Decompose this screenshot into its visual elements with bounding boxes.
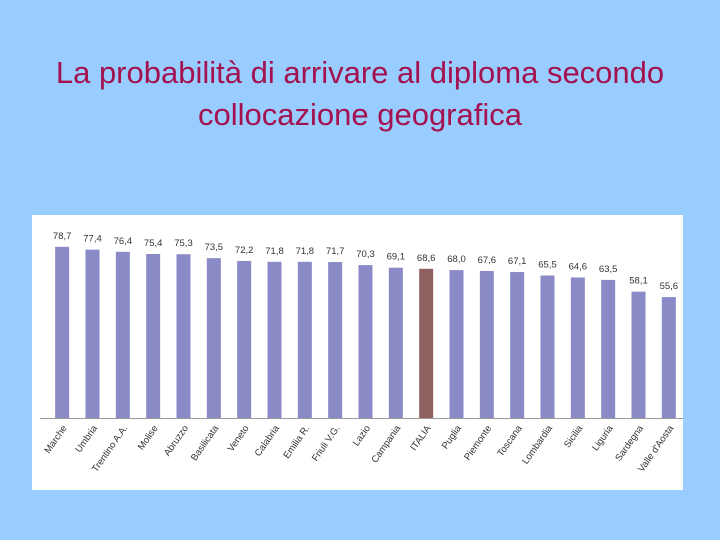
value-label: 71,8 bbox=[265, 246, 284, 257]
value-label: 71,8 bbox=[296, 246, 315, 257]
bar bbox=[358, 265, 373, 418]
value-label: 67,6 bbox=[478, 255, 497, 266]
value-label: 78,7 bbox=[53, 231, 72, 242]
value-label: 75,3 bbox=[174, 238, 193, 249]
bar bbox=[540, 275, 555, 418]
bar bbox=[237, 260, 252, 418]
value-label: 75,4 bbox=[144, 238, 163, 249]
bar bbox=[297, 261, 312, 418]
value-label: 71,7 bbox=[326, 246, 345, 257]
value-label: 63,5 bbox=[599, 264, 618, 275]
bar bbox=[601, 279, 616, 418]
value-label: 64,6 bbox=[569, 261, 588, 272]
bar bbox=[176, 254, 191, 418]
value-label: 68,6 bbox=[417, 253, 436, 264]
bar bbox=[388, 267, 403, 418]
bar bbox=[206, 258, 221, 418]
bar bbox=[661, 297, 676, 418]
value-label: 67,1 bbox=[508, 256, 527, 267]
value-label: 72,2 bbox=[235, 245, 254, 256]
value-label: 73,5 bbox=[205, 242, 224, 253]
bar bbox=[328, 262, 343, 418]
bar bbox=[449, 270, 464, 418]
bar bbox=[419, 268, 434, 418]
value-label: 58,1 bbox=[629, 276, 648, 287]
bar bbox=[510, 272, 525, 418]
bar bbox=[267, 261, 282, 418]
value-label: 55,6 bbox=[660, 281, 679, 292]
bar bbox=[55, 246, 70, 418]
bar bbox=[115, 251, 130, 418]
bar bbox=[570, 277, 585, 418]
value-label: 65,5 bbox=[538, 260, 557, 271]
bar bbox=[479, 270, 494, 418]
value-label: 77,4 bbox=[83, 234, 102, 245]
bar bbox=[146, 254, 161, 418]
value-label: 76,4 bbox=[114, 236, 133, 247]
value-label: 70,3 bbox=[356, 249, 375, 260]
bar bbox=[631, 291, 646, 418]
bar bbox=[85, 249, 100, 418]
slide-title: La probabilità di arrivare al diploma se… bbox=[55, 55, 665, 132]
value-label: 69,1 bbox=[387, 252, 406, 263]
value-label: 68,0 bbox=[447, 254, 466, 265]
